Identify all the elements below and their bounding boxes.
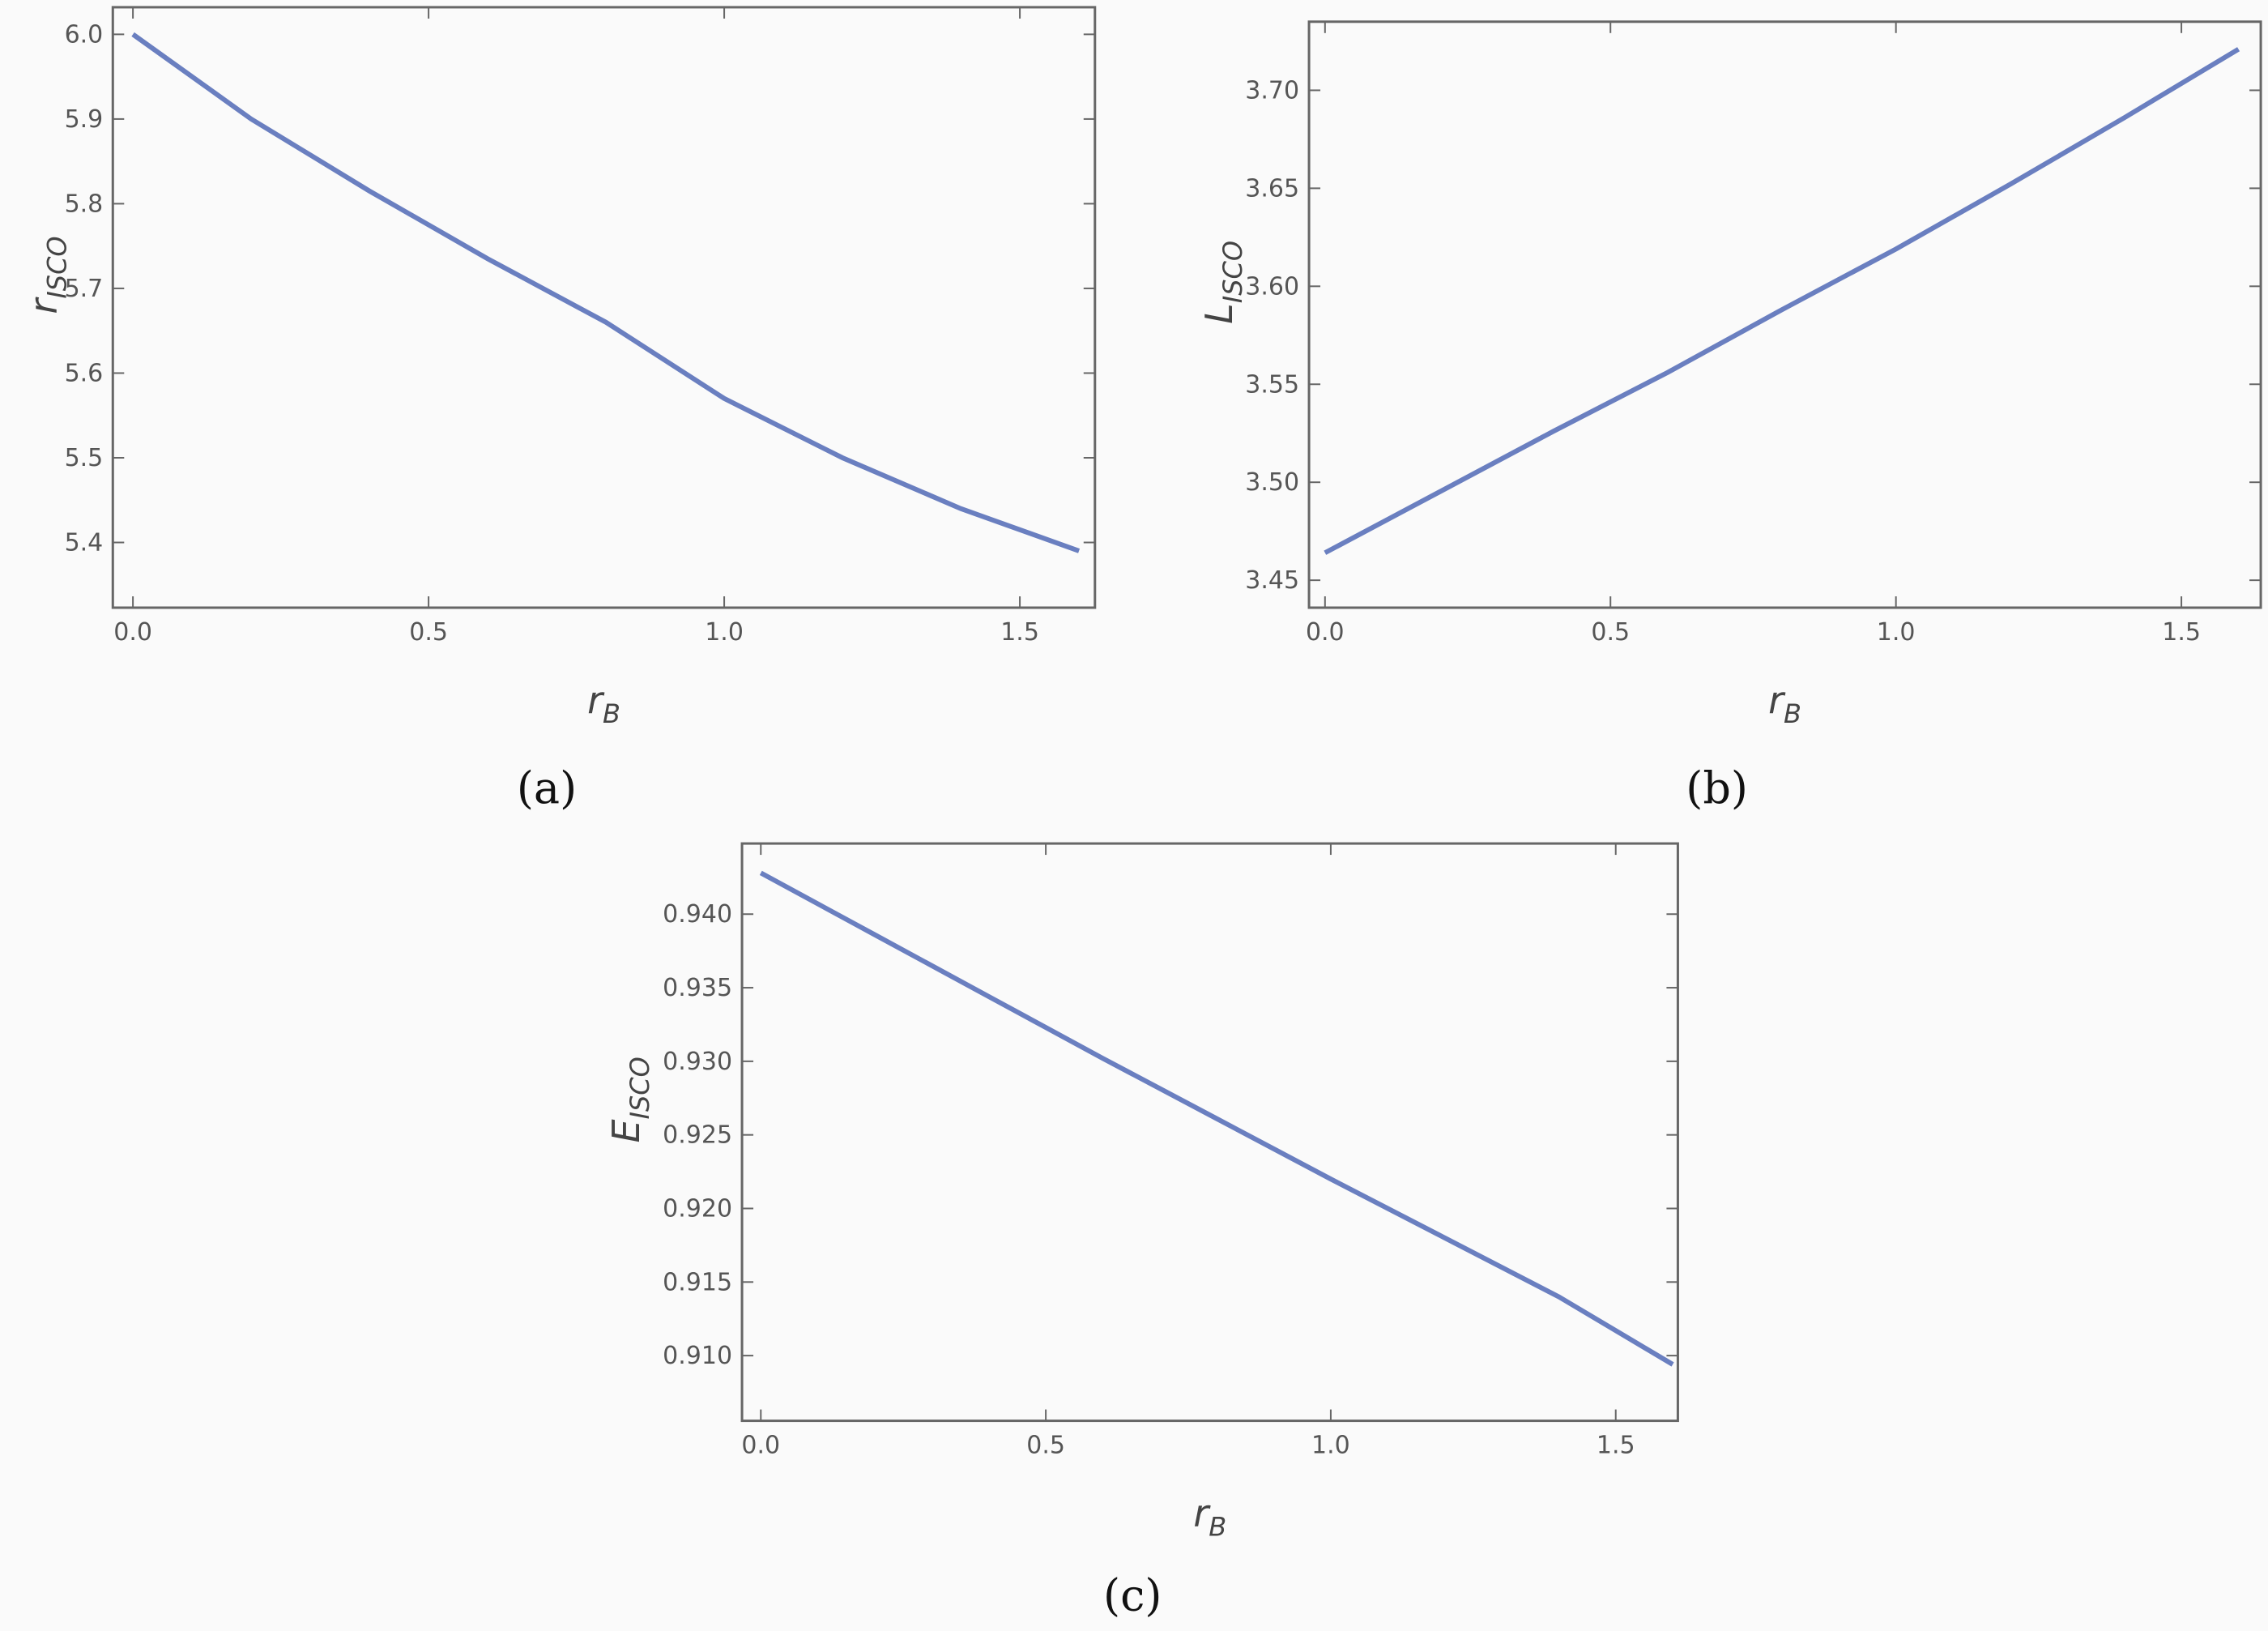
- plot-frame: [1307, 20, 2262, 609]
- y-tick-label: 5.4: [65, 529, 104, 557]
- panel: 0.0 0.5 1.0 1.5 3.45 3.50 3.55 3.60 3.65 3.70 rB LI…: [1197, 20, 2262, 813]
- y-tick-label: 0.935: [663, 974, 732, 1002]
- y-axis-label-base: L: [1197, 303, 1241, 324]
- x-tick-label: 0.0: [113, 618, 152, 647]
- x-axis-label-base: r: [1193, 1492, 1211, 1535]
- y-axis-label: EISCO: [604, 1057, 655, 1142]
- x-tick-label: 0.0: [741, 1432, 780, 1460]
- y-tick-label: 0.920: [663, 1194, 732, 1223]
- y-tick-label: 5.6: [65, 359, 104, 387]
- y-tick-label: 5.8: [65, 190, 104, 218]
- y-axis-label-sub: ISCO: [41, 236, 72, 298]
- caption: (a): [517, 762, 577, 813]
- caption: (c): [1103, 1570, 1162, 1621]
- y-tick-label: 3.55: [1245, 370, 1299, 399]
- data-line: [759, 870, 1674, 1367]
- x-tick-label: 1.5: [1000, 618, 1039, 647]
- y-tick-label: 3.50: [1245, 468, 1299, 497]
- y-axis-label-base: r: [21, 297, 65, 314]
- y-axis-label-sub: ISCO: [625, 1057, 655, 1119]
- x-axis-label: rB: [1768, 678, 1801, 729]
- x-axis-label-sub: B: [1784, 698, 1801, 729]
- y-axis-label: rISCO: [21, 236, 72, 314]
- x-tick-label: 1.0: [1311, 1432, 1350, 1460]
- x-tick-label: 1.5: [1597, 1432, 1635, 1460]
- data-line: [1324, 47, 2240, 555]
- x-axis-label-sub: B: [1209, 1512, 1226, 1543]
- y-tick-label: 5.9: [65, 105, 104, 134]
- y-tick-label: 0.940: [663, 900, 732, 929]
- x-axis-label: rB: [1193, 1492, 1226, 1543]
- caption: (b): [1686, 762, 1748, 813]
- y-axis-label-base: E: [604, 1119, 648, 1142]
- plot-frame: [740, 842, 1679, 1423]
- x-tick-label: 1.5: [2162, 618, 2201, 647]
- y-tick-label: 3.60: [1245, 272, 1299, 301]
- panel: 0.0 0.5 1.0 1.5 0.910 0.915 0.920 0.925 0.930 0.9…: [604, 842, 1679, 1621]
- x-tick-label: 0.5: [1026, 1432, 1065, 1460]
- x-tick-label: 0.0: [1306, 618, 1345, 647]
- y-axis-label: LISCO: [1197, 241, 1248, 324]
- y-tick-label: 0.930: [663, 1048, 732, 1076]
- x-tick-label: 0.5: [409, 618, 448, 647]
- y-tick-label: 3.45: [1245, 566, 1299, 595]
- x-tick-label: 1.0: [1877, 618, 1916, 647]
- y-tick-label: 3.70: [1245, 76, 1299, 105]
- y-tick-label: 0.925: [663, 1121, 732, 1150]
- plot-frame: [111, 6, 1097, 609]
- data-line: [131, 32, 1081, 553]
- x-tick-label: 1.0: [705, 618, 744, 647]
- y-tick-label: 3.65: [1245, 174, 1299, 203]
- y-tick-label: 0.910: [663, 1342, 732, 1370]
- y-axis-label-sub: ISCO: [1217, 241, 1248, 303]
- x-axis-label-base: r: [587, 678, 605, 722]
- x-axis-label: rB: [587, 678, 620, 729]
- x-tick-label: 0.5: [1591, 618, 1630, 647]
- y-tick-label: 5.5: [65, 444, 104, 472]
- y-tick-label: 5.7: [65, 275, 104, 303]
- panel: 0.0 0.5 1.0 1.55.45.55.65.75.85.96.0rBrISCO…: [21, 6, 1097, 813]
- y-tick-label: 6.0: [65, 20, 104, 49]
- x-axis-label-sub: B: [603, 698, 620, 729]
- y-tick-label: 0.915: [663, 1268, 732, 1296]
- x-axis-label-base: r: [1768, 678, 1786, 722]
